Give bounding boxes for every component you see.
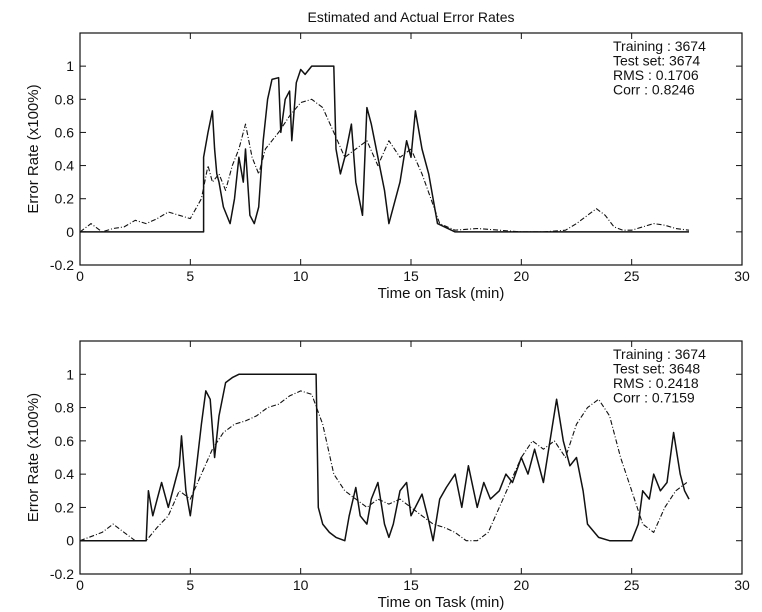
x-tick-label: 20 (514, 577, 530, 593)
y-tick-label: 0 (66, 533, 74, 549)
stats-annotation: Corr : 0.8246 (613, 82, 695, 98)
stats-annotation: Training : 3674 (613, 38, 706, 54)
y-tick-label: 0.6 (55, 433, 75, 449)
x-tick-label: 15 (403, 268, 419, 284)
x-tick-label: 25 (624, 577, 640, 593)
y-tick-label: 0.8 (55, 400, 75, 416)
x-tick-label: 0 (76, 268, 84, 284)
x-axis-label: Time on Task (min) (378, 594, 505, 611)
y-tick-label: 0.2 (55, 191, 75, 207)
stats-annotation: Test set: 3674 (613, 53, 700, 69)
stats-annotation: RMS : 0.1706 (613, 67, 699, 83)
x-tick-label: 20 (514, 268, 530, 284)
x-tick-label: 25 (624, 268, 640, 284)
y-tick-label: 0.6 (55, 124, 75, 140)
stats-annotation: RMS : 0.2418 (613, 375, 699, 391)
x-tick-label: 30 (734, 577, 750, 593)
x-tick-label: 5 (186, 577, 194, 593)
stats-annotation: Test set: 3648 (613, 361, 700, 377)
y-tick-label: -0.2 (50, 566, 74, 582)
actual-error-line (80, 65, 689, 233)
y-tick-label: 0 (66, 224, 74, 240)
estimated-error-line (79, 390, 688, 542)
x-tick-label: 0 (76, 577, 84, 593)
x-tick-label: 15 (403, 577, 419, 593)
x-tick-label: 10 (293, 577, 309, 593)
y-tick-label: 0.4 (55, 158, 75, 174)
y-tick-label: -0.2 (50, 257, 74, 273)
x-tick-label: 10 (293, 268, 309, 284)
y-tick-label: 0.2 (55, 499, 75, 515)
y-tick-label: 0.8 (55, 91, 75, 107)
y-tick-label: 1 (66, 58, 74, 74)
estimated-error-line (79, 98, 690, 233)
chart-title: Estimated and Actual Error Rates (308, 9, 515, 25)
stats-annotation: Corr : 0.7159 (613, 390, 695, 406)
y-axis-label: Error Rate (x100%) (25, 84, 42, 213)
y-tick-label: 1 (66, 366, 74, 382)
stats-annotation: Training : 3674 (613, 346, 706, 362)
x-tick-label: 5 (186, 268, 194, 284)
x-tick-label: 30 (734, 268, 750, 284)
x-axis-label: Time on Task (min) (378, 285, 505, 302)
y-tick-label: 0.4 (55, 466, 75, 482)
actual-error-line (80, 373, 690, 542)
y-axis-label: Error Rate (x100%) (25, 393, 42, 522)
